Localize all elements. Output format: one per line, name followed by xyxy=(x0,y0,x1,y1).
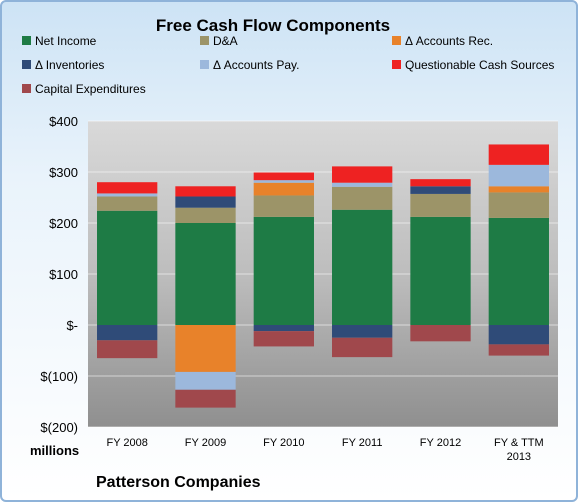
bar-capital-expenditures-fy-ttm-2013 xyxy=(488,344,549,356)
bar-inventories-fy-2012 xyxy=(410,186,471,194)
bar-inventories-fy-2010 xyxy=(253,325,314,332)
y-tick-label: $- xyxy=(66,318,78,333)
legend-swatch-capital-expenditures xyxy=(22,84,31,93)
bar-d-a-fy-2008 xyxy=(97,196,158,211)
bar-d-a-fy-2009 xyxy=(175,207,236,223)
company-name: Patterson Companies xyxy=(96,474,261,491)
bar-accounts-pay-fy-2008 xyxy=(97,193,158,197)
bars xyxy=(97,144,549,408)
bar-accounts-pay-fy-2009 xyxy=(175,371,236,390)
bar-capital-expenditures-fy-2010 xyxy=(253,331,314,347)
y-tick-label: $300 xyxy=(49,165,78,180)
legend: Net Income D&A Δ Accounts Rec. Δ Inventorie… xyxy=(22,34,554,96)
legend-swatch-accounts-rec xyxy=(392,36,401,45)
x-tick-label: FY 2009 xyxy=(185,437,226,449)
y-axis-ticks: $400 $300 $200 $100 $- $(100) $(200) xyxy=(40,114,78,435)
bar-capital-expenditures-fy-2009 xyxy=(175,389,236,408)
legend-label-questionable-cash-sources: Questionable Cash Sources xyxy=(405,58,554,72)
y-tick-label: $400 xyxy=(49,114,78,129)
x-tick-label: FY 2012 xyxy=(420,437,461,449)
bar-d-a-fy-2011 xyxy=(332,186,393,210)
bar-inventories-fy-2011 xyxy=(332,325,393,338)
legend-label-net-income: Net Income xyxy=(35,34,97,48)
bar-capital-expenditures-fy-2011 xyxy=(332,337,393,358)
bar-capital-expenditures-fy-2008 xyxy=(97,340,158,359)
bar-d-a-fy-ttm-2013 xyxy=(488,192,549,218)
legend-label-accounts-pay: Δ Accounts Pay. xyxy=(213,58,300,72)
legend-swatch-accounts-pay xyxy=(200,60,209,69)
bar-accounts-pay-fy-2011 xyxy=(332,182,393,187)
bar-net-income-fy-2010 xyxy=(253,216,314,325)
gridlines xyxy=(88,120,558,428)
bar-net-income-fy-2011 xyxy=(332,209,393,325)
legend-label-accounts-rec: Δ Accounts Rec. xyxy=(405,34,493,48)
legend-swatch-inventories xyxy=(22,60,31,69)
bar-accounts-pay-fy-ttm-2013 xyxy=(488,164,549,187)
bar-net-income-fy-ttm-2013 xyxy=(488,217,549,325)
y-tick-label: $(100) xyxy=(40,369,78,384)
bar-accounts-rec-fy-2009 xyxy=(175,325,236,372)
chart-title: Free Cash Flow Components xyxy=(156,16,390,35)
x-tick-label: FY 2008 xyxy=(106,437,147,449)
bar-accounts-rec-fy-2010 xyxy=(253,182,314,196)
bar-questionable-cash-sources-fy-ttm-2013 xyxy=(488,144,549,165)
bar-questionable-cash-sources-fy-2011 xyxy=(332,166,393,183)
y-tick-label: $100 xyxy=(49,267,78,282)
legend-swatch-questionable-cash-sources xyxy=(392,60,401,69)
unit-label: millions xyxy=(30,443,79,458)
bar-net-income-fy-2008 xyxy=(97,210,158,325)
bar-net-income-fy-2012 xyxy=(410,216,471,325)
legend-swatch-d-a xyxy=(200,36,209,45)
legend-label-inventories: Δ Inventories xyxy=(35,58,104,72)
bar-inventories-fy-ttm-2013 xyxy=(488,325,549,345)
bar-d-a-fy-2012 xyxy=(410,193,471,217)
x-tick-label: FY 2011 xyxy=(342,437,383,449)
legend-label-d-a: D&A xyxy=(213,34,238,48)
x-axis-ticks: FY 2008 FY 2009 FY 2010 FY 2011 FY 2012 FY & … xyxy=(106,437,543,463)
legend-label-capital-expenditures: Capital Expenditures xyxy=(35,82,146,96)
bar-net-income-fy-2009 xyxy=(175,223,236,325)
legend-swatch-net-income xyxy=(22,36,31,45)
bar-inventories-fy-2009 xyxy=(175,196,236,208)
bar-questionable-cash-sources-fy-2008 xyxy=(97,182,158,194)
bar-capital-expenditures-fy-2012 xyxy=(410,325,471,342)
bar-questionable-cash-sources-fy-2012 xyxy=(410,179,471,187)
y-tick-label: $(200) xyxy=(40,420,78,435)
bar-questionable-cash-sources-fy-2010 xyxy=(253,172,314,181)
bar-accounts-pay-fy-2010 xyxy=(253,180,314,183)
x-tick-label: FY & TTM 2013 xyxy=(494,437,544,463)
bar-d-a-fy-2010 xyxy=(253,195,314,217)
bar-inventories-fy-2008 xyxy=(97,325,158,341)
x-tick-label: FY 2010 xyxy=(263,437,304,449)
bar-accounts-rec-fy-ttm-2013 xyxy=(488,186,549,193)
y-tick-label: $200 xyxy=(49,216,78,231)
bar-questionable-cash-sources-fy-2009 xyxy=(175,186,236,197)
